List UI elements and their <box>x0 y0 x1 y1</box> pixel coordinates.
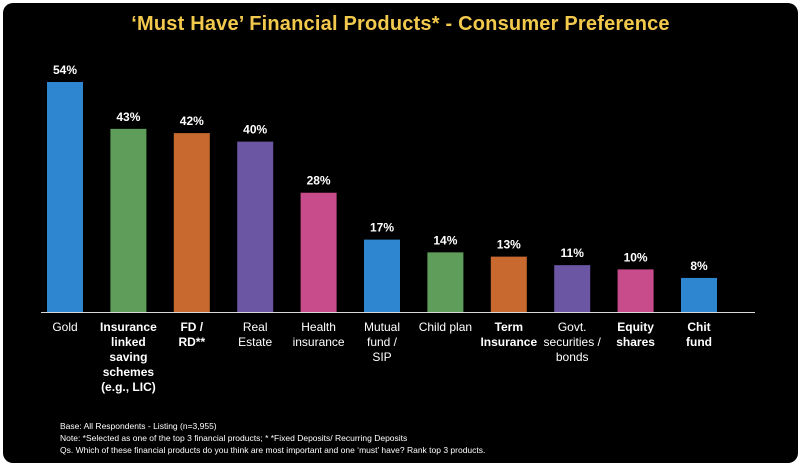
bar-chart: 54% Gold 43% Insurance linked saving schemes (e… <box>41 63 755 394</box>
value-label-5: 17% <box>370 221 394 235</box>
footnote: Note: *Selected as one of the top 3 fina… <box>60 433 408 443</box>
category-label-10: Chit fund <box>686 320 712 349</box>
category-label-9: Equity shares <box>616 320 655 349</box>
bar-7 <box>490 256 527 312</box>
bar-4 <box>300 192 337 312</box>
chart-notes: Base: All Respondents - Listing (n=3,955… <box>60 420 485 456</box>
bar-3 <box>237 141 274 312</box>
value-label-9: 10% <box>624 250 648 264</box>
value-label-3: 40% <box>243 123 267 137</box>
bar-5 <box>364 239 400 312</box>
category-label-3: Real Estate <box>238 320 272 349</box>
value-label-6: 14% <box>433 233 457 247</box>
question-note: Qs. Which of these financial products do… <box>60 445 486 455</box>
category-label-4: Health insurance <box>293 320 345 349</box>
value-label-1: 43% <box>116 110 140 124</box>
bar-9 <box>617 269 654 312</box>
category-label-1: Insurance linked saving schemes (e.g., LIC) <box>100 320 157 394</box>
category-label-6: Child plan <box>419 320 472 334</box>
bar-6 <box>427 252 464 312</box>
category-label-5: Mutual fund / SIP <box>364 320 400 364</box>
bar-2 <box>173 133 210 312</box>
chart-panel: ‘Must Have’ Financial Products* - Consum… <box>3 3 798 463</box>
bar-1 <box>110 128 147 312</box>
base-note: Base: All Respondents - Listing (n=3,955… <box>60 421 217 431</box>
value-label-10: 8% <box>690 259 708 273</box>
category-label-0: Gold <box>52 320 77 334</box>
value-label-4: 28% <box>307 174 331 188</box>
value-label-2: 42% <box>180 114 204 128</box>
value-label-8: 11% <box>561 246 585 260</box>
value-label-7: 13% <box>497 238 521 252</box>
category-label-8: Govt. securities / bonds <box>544 320 602 364</box>
bar-8 <box>554 265 591 312</box>
bar-10 <box>681 277 717 312</box>
category-label-7: Term Insurance <box>480 320 537 349</box>
value-label-0: 54% <box>53 63 77 77</box>
bar-0 <box>47 82 83 312</box>
category-label-2: FD / RD** <box>178 320 205 349</box>
chart-title: ‘Must Have’ Financial Products* - Consum… <box>131 13 670 35</box>
